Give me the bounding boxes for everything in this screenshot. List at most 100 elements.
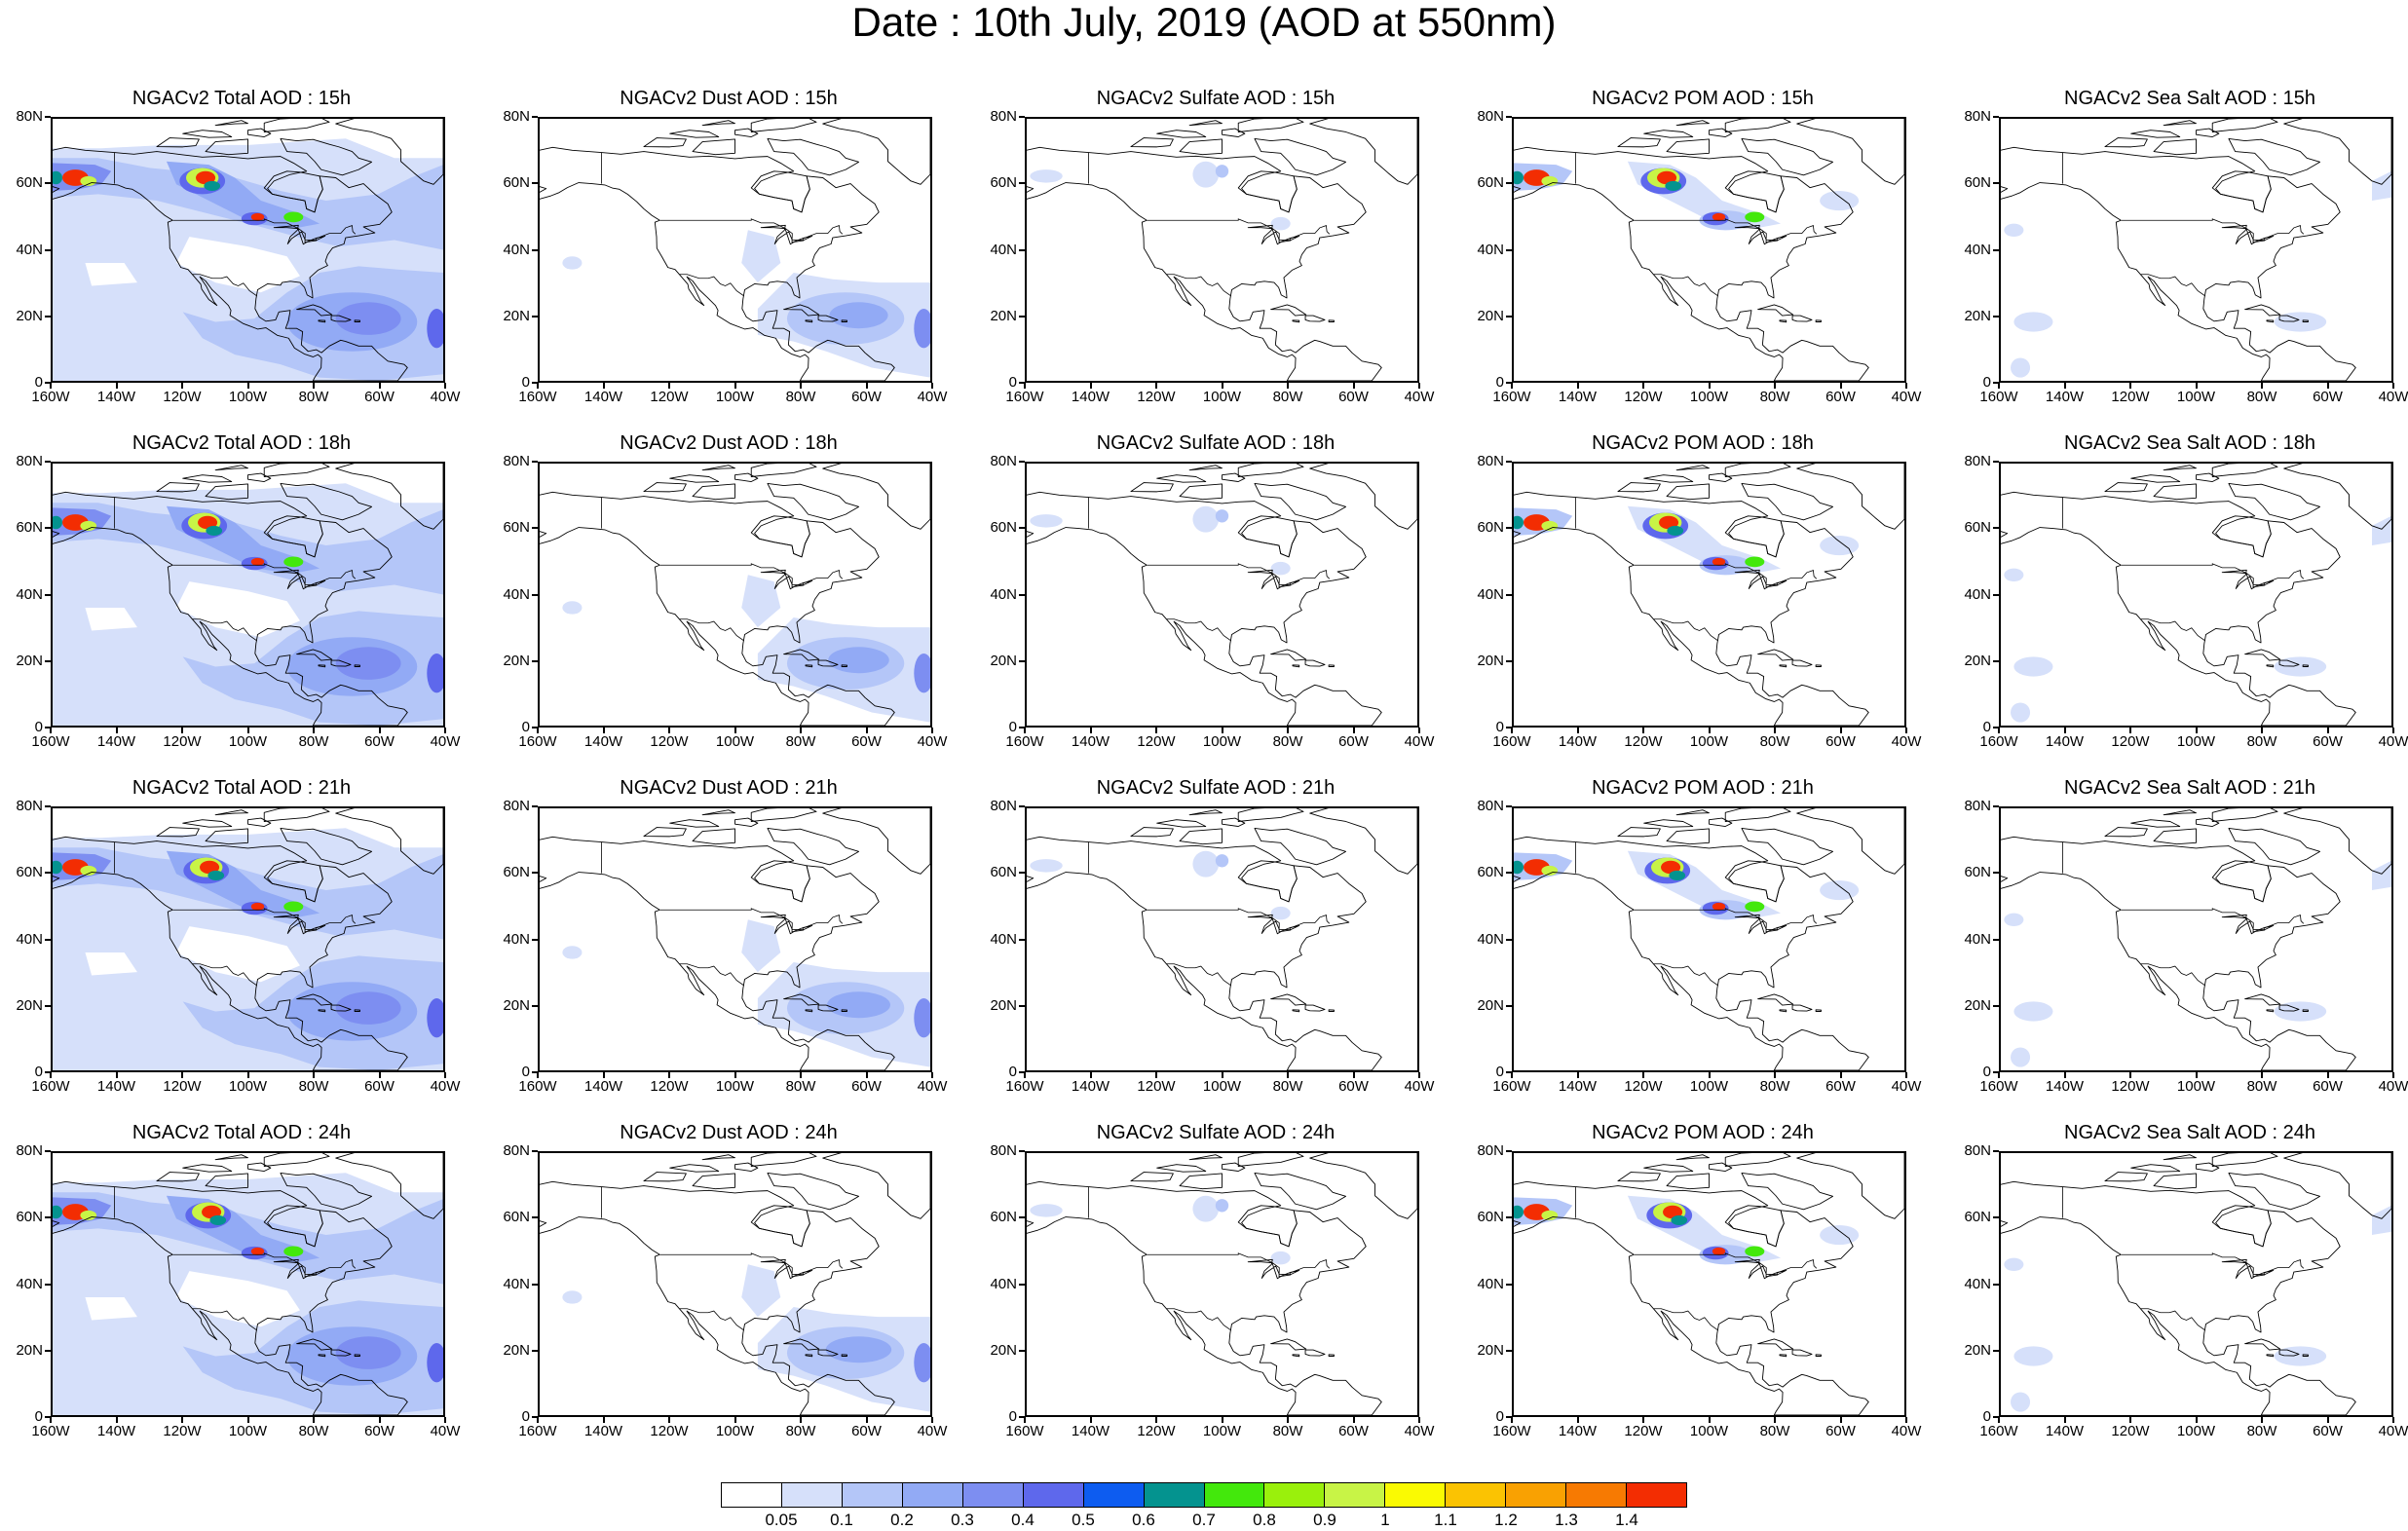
lon-tick-label: 40W [1891, 733, 1922, 750]
plume-cell [1661, 860, 1681, 875]
panel-pom-24h: NGACv2 POM AOD : 24h 80N 60N 40N 20N 0 160W 140… [1461, 1120, 1944, 1461]
lat-tick-label: 0 [1982, 1408, 1991, 1425]
arctic-island [1156, 819, 1207, 828]
coastline-greenland [822, 1153, 930, 1219]
lon-tick [668, 1072, 670, 1078]
arctic-island [1643, 130, 1694, 138]
lat-tick [1993, 805, 1999, 807]
lat-tick [1506, 593, 1512, 596]
lon-tick-label: 100W [1202, 1078, 1242, 1095]
plume-cell [206, 525, 223, 536]
lon-tick [1708, 1072, 1711, 1078]
lon-tick-label: 160W [518, 1423, 557, 1439]
lat-tick-label: 60N [990, 864, 1017, 881]
lat-tick [1993, 116, 1999, 118]
caribbean-island [841, 1354, 847, 1357]
caribbean-island [1791, 315, 1813, 322]
lat-tick-label: 60N [503, 864, 530, 881]
lat-tick [45, 593, 51, 596]
map-plot [1027, 808, 1417, 1070]
lon-tick [115, 728, 118, 733]
sulfate-patch [1215, 1199, 1229, 1213]
lon-tick [378, 1072, 381, 1078]
country-border [2140, 1308, 2206, 1331]
lat-tick-label: 40N [503, 241, 530, 258]
map-plot [2001, 464, 2391, 726]
lat-tick-label: 20N [16, 1341, 43, 1359]
great-lakes [2221, 1258, 2275, 1280]
aod-layer-5 [427, 998, 443, 1038]
map-plot [2001, 119, 2391, 381]
lat-tick-label: 60N [16, 1209, 43, 1226]
lon-tick [2261, 383, 2263, 389]
lon-tick-label: 40W [917, 1078, 948, 1095]
plume-cell [202, 1205, 222, 1219]
lon-tick-label: 140W [96, 1423, 136, 1439]
lon-tick [1998, 728, 2000, 733]
coastline-greenland [1309, 1153, 1417, 1219]
coastline-greenland [335, 808, 443, 875]
plume-cell [209, 1214, 227, 1225]
plume-cell [283, 556, 304, 568]
lon-tick [50, 1417, 52, 1423]
lat-tick [532, 938, 538, 941]
panel-seasalt-18h: NGACv2 Sea Salt AOD : 18h 80N 60N 40N 20N 0 16… [1948, 430, 2408, 771]
panel-title: NGACv2 Sea Salt AOD : 18h [2064, 432, 2315, 454]
map-plot [1514, 464, 1904, 726]
lat-tick-label: 60N [503, 519, 530, 537]
lat-tick-label: 40N [990, 930, 1017, 948]
aod-clear-north [53, 808, 443, 848]
lat-tick-label: 80N [1964, 453, 1991, 469]
map-area [1025, 117, 1419, 383]
caribbean-island [296, 304, 333, 317]
lon-tick-label: 160W [1005, 1423, 1044, 1439]
arctic-island [247, 1162, 272, 1172]
plume-cell [250, 212, 265, 221]
coastline-greenland [822, 464, 930, 530]
great-lakes [2221, 569, 2275, 590]
caribbean-island [783, 993, 820, 1006]
lon-tick-label: 100W [228, 733, 268, 750]
plume-cell [283, 901, 304, 913]
lon-tick-label: 120W [163, 733, 202, 750]
lat-tick [532, 727, 538, 728]
arctic-island [1724, 464, 1791, 477]
lon-tick [537, 1417, 539, 1423]
lon-tick-label: 100W [2176, 1423, 2216, 1439]
panel-total-24h: NGACv2 Total AOD : 24h 80N 60N 40N 20N 0 160W 1… [0, 1120, 483, 1461]
lon-tick [1352, 1417, 1355, 1423]
lat-tick [1506, 727, 1512, 728]
arctic-island [205, 138, 248, 156]
lon-tick-label: 120W [1137, 389, 1176, 405]
map-area [538, 806, 932, 1072]
arctic-island [214, 1154, 248, 1161]
lon-tick-label: 120W [163, 1423, 202, 1439]
arctic-island [205, 828, 248, 845]
lon-tick [246, 728, 249, 733]
seasalt-band [2371, 515, 2391, 546]
caribbean-island [817, 1349, 839, 1357]
arctic-island [692, 483, 735, 501]
great-lakes [273, 1258, 326, 1280]
country-border [1166, 274, 1232, 297]
colorbar-swatch [1446, 1483, 1507, 1507]
lat-tick-label: 40N [1477, 585, 1504, 603]
arctic-island [1741, 828, 1833, 866]
lat-tick [532, 1349, 538, 1352]
arctic-island [182, 130, 233, 138]
lat-tick-label: 0 [1495, 719, 1504, 735]
dust-layer-4 [914, 1343, 930, 1383]
lon-tick-label: 120W [1137, 733, 1176, 750]
colorbar-swatch [962, 1483, 1024, 1507]
sulfate-patch [1215, 165, 1229, 178]
colorbar-label: 1.3 [1555, 1511, 1578, 1529]
panel-dust-24h: NGACv2 Dust AOD : 24h 80N 60N 40N 20N 0 160W 14… [487, 1120, 970, 1461]
map-plot [53, 1153, 443, 1415]
panel-title: NGACv2 Total AOD : 21h [132, 777, 352, 799]
panel-title: NGACv2 Total AOD : 24h [132, 1122, 352, 1143]
lon-tick [1708, 728, 1711, 733]
colorbar-swatch [1506, 1483, 1567, 1507]
lon-tick-label: 40W [1891, 389, 1922, 405]
lon-tick-label: 80W [785, 1423, 816, 1439]
lon-tick-label: 60W [2313, 1423, 2343, 1439]
